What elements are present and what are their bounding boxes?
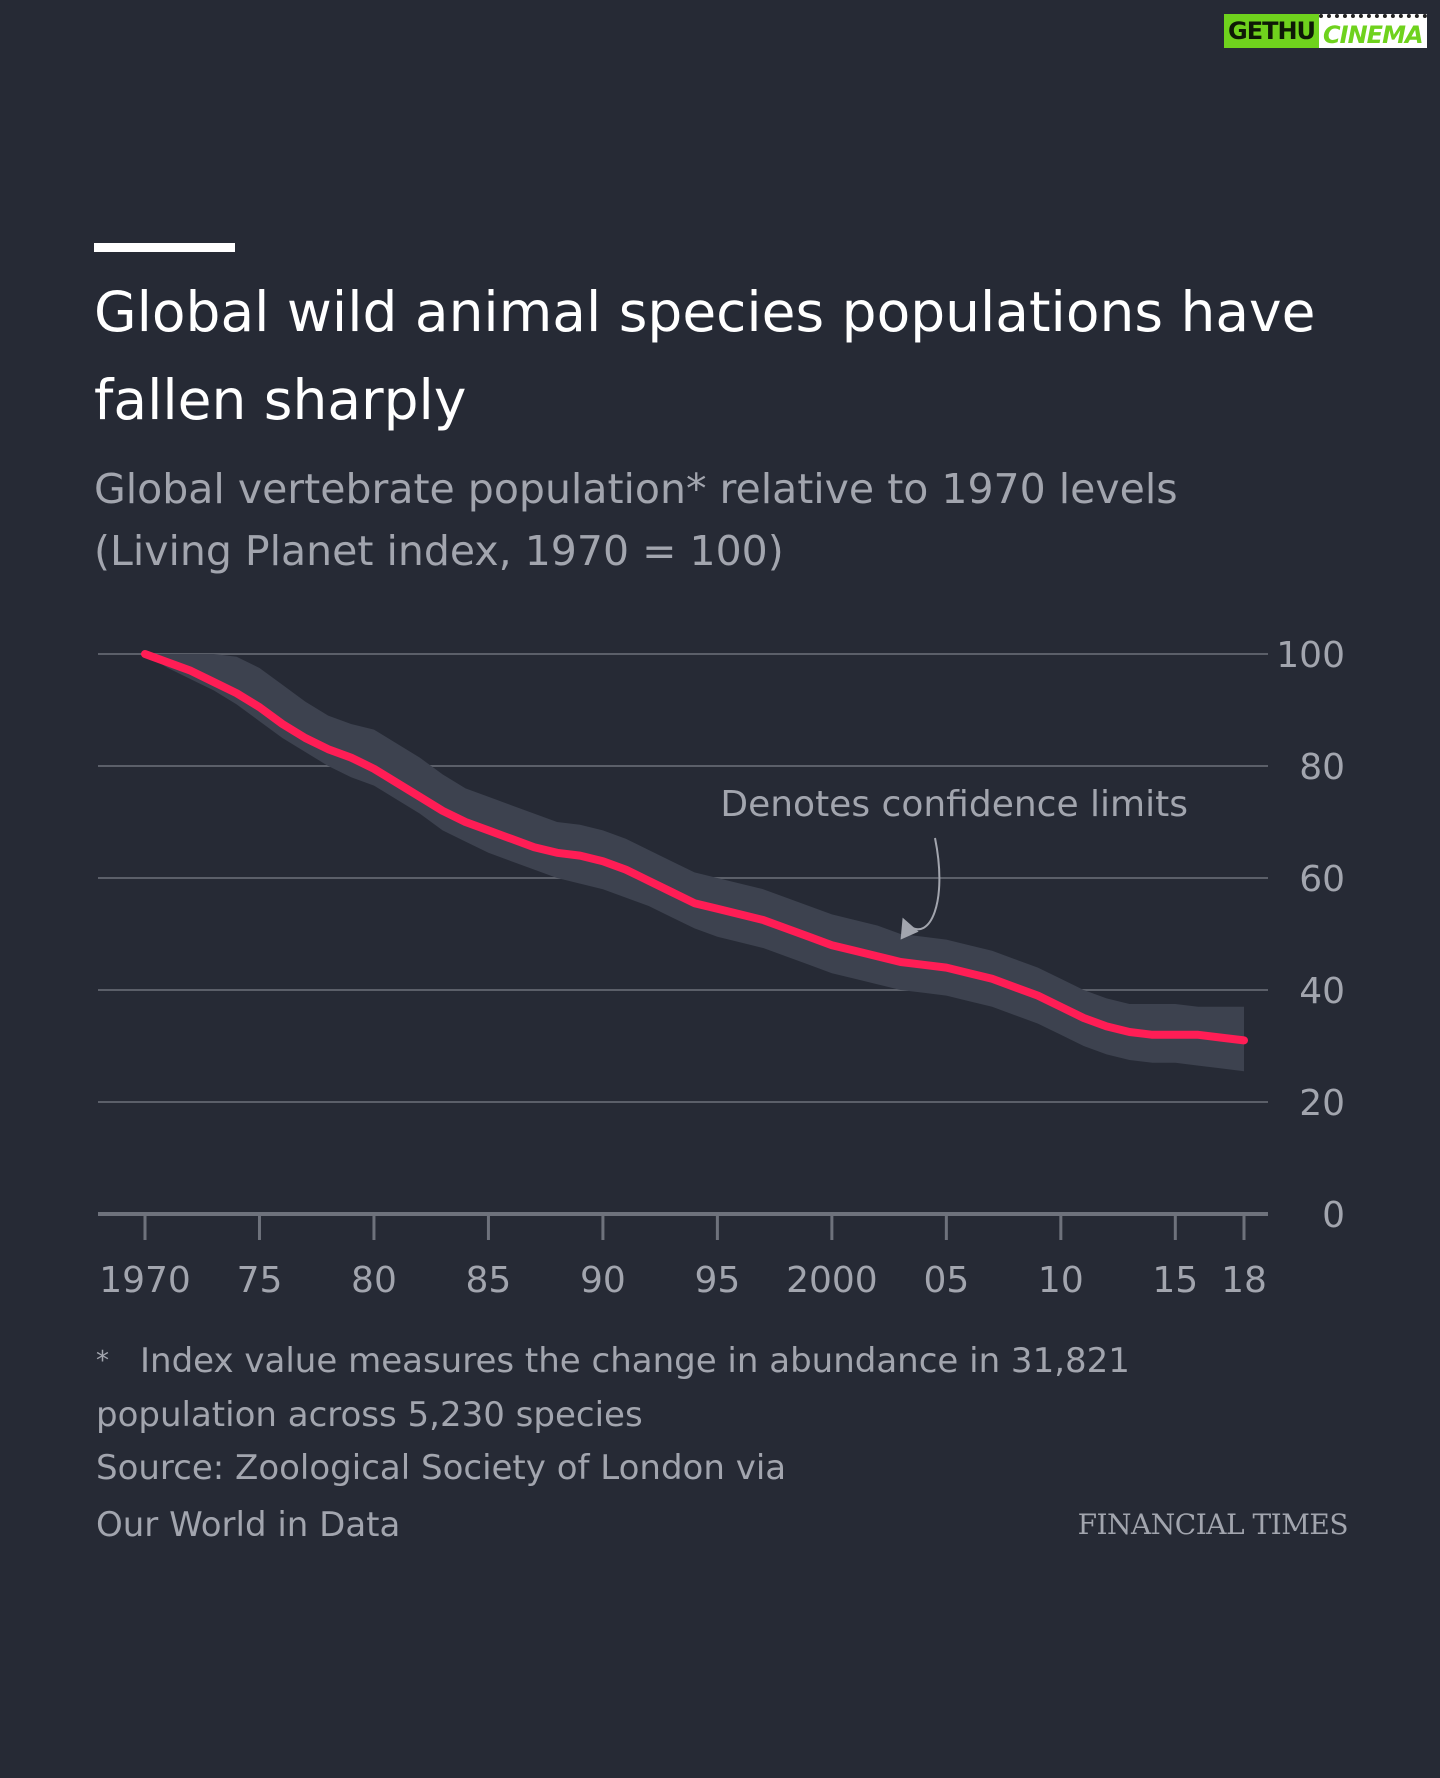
chart-title-line2: fallen sharply [94, 368, 467, 432]
watermark-text-part2: CINEMA [1319, 14, 1427, 49]
x-tick-label: 10 [1038, 1260, 1084, 1300]
y-tick-label: 40 [1299, 971, 1345, 1012]
source-line2: Our World in Data [96, 1505, 401, 1545]
watermark-text-part1: GETHU [1224, 14, 1320, 48]
chart-subtitle-line2: (Living Planet index, 1970 = 100) [94, 527, 784, 575]
x-tick-label: 85 [466, 1260, 512, 1300]
confidence-band [145, 654, 1244, 1072]
y-tick-label: 80 [1299, 747, 1345, 788]
footnote-line2: population across 5,230 species [96, 1395, 643, 1435]
y-tick-label: 20 [1299, 1083, 1345, 1124]
line-layer [141, 650, 1248, 1045]
axis-layer [98, 1212, 1268, 1240]
x-tick-label: 05 [923, 1260, 969, 1300]
x-tick-label: 18 [1221, 1260, 1267, 1300]
chart-subtitle-line1: Global vertebrate population* relative t… [94, 465, 1178, 513]
chart-title-line1: Global wild animal species populations h… [94, 280, 1316, 344]
y-tick-label: 0 [1322, 1195, 1345, 1236]
annotation-layer: Denotes confidence limits [720, 784, 1188, 940]
label-layer: 0 20 40 60 80 100 1970 75 80 85 90 95 2000 05 10 15 18 [99, 635, 1345, 1300]
series-line [141, 650, 1248, 1045]
x-tick-label: 15 [1152, 1260, 1198, 1300]
footnote-marker: * [96, 1346, 109, 1376]
x-tick-label: 1970 [99, 1260, 191, 1300]
publisher-brand: FINANCIAL TIMES [1077, 1508, 1349, 1541]
annotation-arrowhead [900, 917, 919, 940]
x-tick-label: 95 [694, 1260, 740, 1300]
y-tick-label: 60 [1299, 859, 1345, 900]
source-note: Source: Zoological Society of London via… [96, 1440, 996, 1554]
line-chart: 0 20 40 60 80 100 1970 75 80 85 90 95 2000 05 10 15 18 D… [98, 635, 1345, 1300]
source-line1: Source: Zoological Society of London via [96, 1448, 787, 1488]
x-tick-label: 2000 [786, 1260, 878, 1300]
x-tick-label: 75 [237, 1260, 283, 1300]
title-rule [94, 243, 235, 252]
annotation-leader [907, 837, 941, 931]
footnote: * Index value measures the change in abun… [96, 1334, 1196, 1442]
chart-title: Global wild animal species populations h… [94, 268, 1344, 444]
footnote-line1: Index value measures the change in abund… [140, 1341, 1130, 1381]
annotation-label: Denotes confidence limits [720, 784, 1188, 825]
watermark-logo: GETHU CINEMA [1224, 10, 1438, 52]
y-tick-label: 100 [1276, 635, 1345, 676]
x-tick-label: 90 [580, 1260, 626, 1300]
x-tick-label: 80 [351, 1260, 397, 1300]
band-layer [145, 654, 1244, 1072]
chart-subtitle: Global vertebrate population* relative t… [94, 458, 1344, 582]
